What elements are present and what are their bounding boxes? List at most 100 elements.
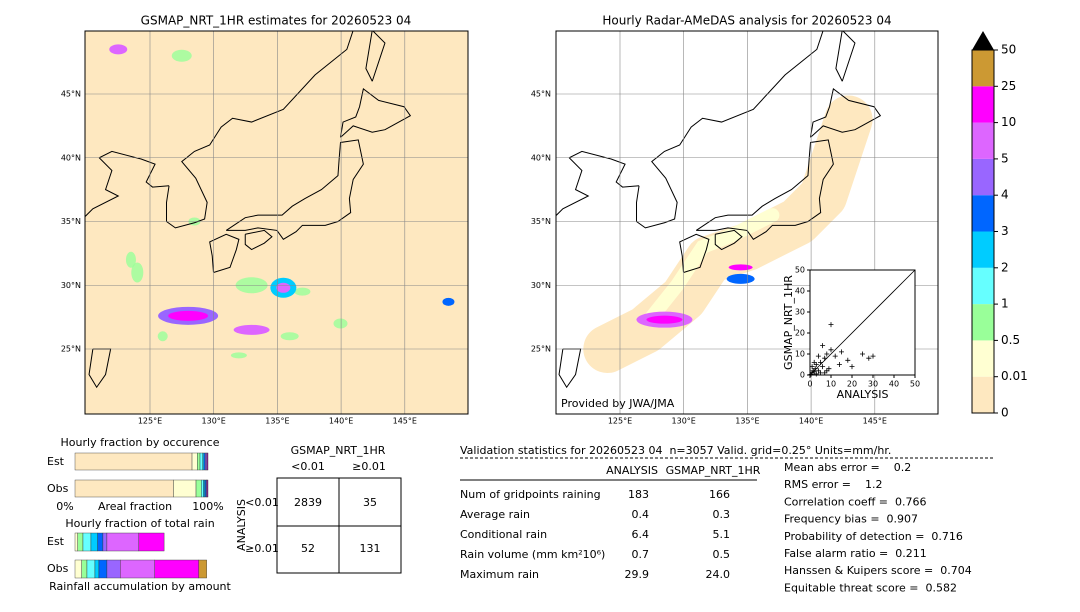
coastline [244, 229, 273, 251]
y-tick-label: 40 [795, 287, 805, 296]
point [845, 357, 851, 363]
coastline [679, 233, 710, 273]
x-axis-label: ANALYSIS [837, 388, 889, 401]
bar-segment [106, 532, 140, 552]
bar-segment [120, 559, 156, 579]
x-tick-label: 20 [847, 380, 857, 389]
point [818, 359, 823, 365]
axis-label: Areal fraction [98, 500, 172, 513]
bar-segment [98, 559, 108, 579]
lon-label: 140°E [799, 417, 823, 426]
bar-segment [74, 559, 82, 579]
rain-light [333, 318, 348, 329]
stat-value: 166 [709, 488, 730, 501]
lat-label: 45°N [61, 90, 81, 99]
colorbar-extend [972, 31, 994, 50]
row-axis-label: ANALYSIS [235, 499, 248, 551]
coastline [695, 139, 834, 241]
bar-segment [207, 479, 209, 498]
y-tick-label: 10 [795, 350, 805, 359]
point [866, 355, 872, 361]
rain-light [294, 287, 311, 296]
bar-segment [77, 532, 84, 552]
stat-label: Maximum rain [460, 568, 539, 581]
stat-value: 29.9 [625, 568, 650, 581]
col-header: <0.01 [291, 460, 325, 473]
map-title: Hourly Radar-AMeDAS analysis for 2026052… [602, 14, 891, 28]
y-tick-label: 0 [800, 371, 805, 380]
stat-label: Conditional rain [460, 528, 547, 541]
bar-segment [94, 559, 100, 579]
lat-label: 40°N [531, 153, 551, 162]
point [815, 353, 821, 359]
point [820, 343, 826, 349]
row-label: Obs [47, 562, 69, 575]
coastline [365, 31, 386, 82]
bar-segment [106, 559, 121, 579]
point [836, 362, 842, 367]
colorbar-bin [972, 304, 994, 341]
point [826, 366, 832, 372]
bar-segment [197, 452, 201, 471]
stat-label: Num of gridpoints raining [460, 488, 601, 501]
coastline [166, 31, 354, 229]
lat-label: 35°N [531, 217, 551, 226]
colorbar-bin [972, 231, 994, 268]
bar-segment [81, 559, 88, 579]
lat-label: 25°N [61, 345, 81, 354]
stat-value: 0.3 [713, 508, 731, 521]
lon-label: 130°E [672, 417, 696, 426]
rain-area [276, 282, 291, 293]
lat-label: 30°N [61, 281, 81, 290]
rain-light [280, 332, 299, 341]
map-right [556, 31, 938, 414]
colorbar-bin [972, 158, 994, 196]
bar-segment [198, 559, 207, 579]
score: Frequency bias = 0.907 [784, 513, 918, 526]
stat-value: 24.0 [706, 568, 731, 581]
credit: Provided by JWA/JMA [561, 397, 675, 410]
rain-area [726, 273, 755, 284]
stat-value: 5.1 [713, 528, 731, 541]
cell: 131 [360, 542, 381, 555]
coastline [556, 150, 640, 217]
bar-segment [154, 559, 199, 579]
row-header: <0.01 [245, 496, 279, 509]
score: Correlation coeff = 0.766 [784, 495, 926, 508]
score: Probability of detection = 0.716 [784, 530, 963, 543]
chart-title: Hourly fraction of total rain [65, 517, 214, 530]
point [860, 351, 865, 357]
point [809, 370, 815, 376]
x-tick-label: 10 [826, 380, 836, 389]
colorbar-label: 0.5 [1001, 333, 1020, 347]
coastline [225, 139, 364, 241]
point [812, 366, 818, 372]
x-tick-label: 40 [889, 380, 899, 389]
rain-area [168, 310, 209, 321]
bar-segment [74, 452, 193, 471]
colorbar-bin [972, 267, 994, 305]
colorbar-bin [972, 340, 994, 377]
coastline [340, 88, 412, 138]
bar-segment [201, 479, 204, 498]
rain-area [728, 264, 753, 271]
colorbar-label: 0.01 [1001, 369, 1028, 383]
colorbar-label: 2 [1001, 260, 1009, 274]
rain-area [109, 44, 128, 55]
bar-segment [173, 479, 197, 498]
colorbar-bin [972, 195, 994, 232]
point [828, 347, 834, 353]
lon-label: 125°E [608, 417, 632, 426]
lon-label: 125°E [138, 417, 162, 426]
bar-segment [207, 452, 209, 471]
colorbar-bin [972, 50, 994, 87]
colorbar-label: 0 [1001, 406, 1009, 420]
point [810, 368, 816, 374]
y-tick-label: 30 [795, 308, 805, 317]
map-left [85, 31, 468, 414]
point [811, 359, 817, 365]
stat-label: Rain volume (mm km²10⁶) [460, 548, 605, 561]
rain-light [125, 251, 136, 268]
stat-value: 183 [628, 488, 649, 501]
stat-value: 0.7 [632, 548, 650, 561]
